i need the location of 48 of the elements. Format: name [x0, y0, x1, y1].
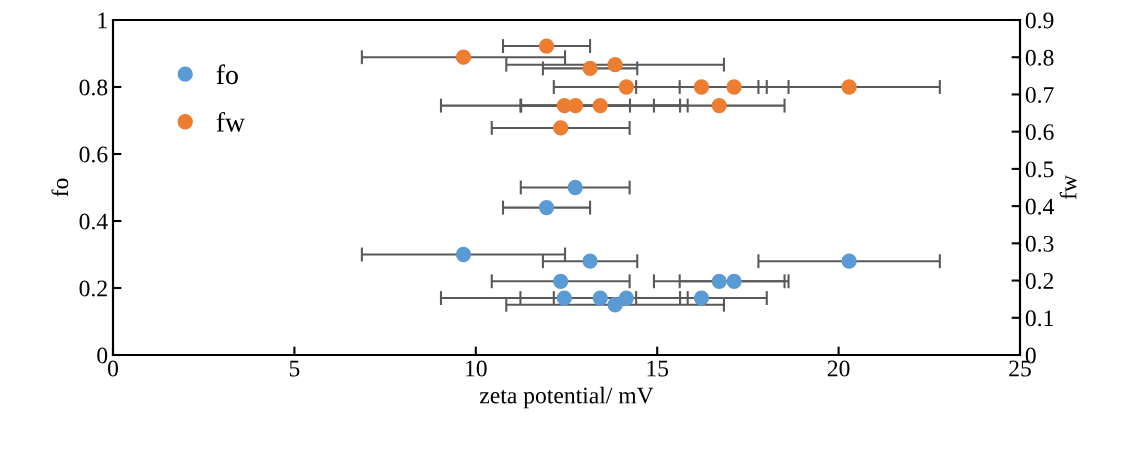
point: [726, 273, 742, 289]
y2-tick-label: 0.8: [1025, 49, 1054, 66]
point: [711, 97, 727, 114]
point: [618, 79, 635, 95]
y-tick-label: 0.8: [79, 79, 108, 96]
point: [618, 290, 635, 306]
point: [538, 38, 555, 54]
legend-label: fw: [216, 111, 245, 132]
x-tick-label: 20: [827, 360, 850, 377]
point: [556, 290, 572, 306]
point: [711, 273, 727, 289]
y2-tick-label: 0.5: [1025, 161, 1054, 178]
point: [567, 179, 583, 196]
y2-tick-label: 0.2: [1025, 273, 1054, 290]
point: [592, 97, 608, 114]
point: [693, 79, 710, 95]
point: [592, 290, 608, 306]
y-tick-label: 0: [97, 347, 108, 364]
legend-label: fo: [216, 64, 238, 85]
y-tick-label: 0.2: [79, 280, 107, 297]
y2-tick-label: 0.9: [1025, 12, 1054, 29]
x-tick-label: 10: [466, 360, 487, 377]
point: [538, 199, 555, 216]
x-tick-label: 15: [647, 360, 669, 377]
point: [455, 246, 472, 263]
y2-tick-label: 0.6: [1025, 124, 1054, 141]
y2-tick-label: 0.4: [1025, 198, 1055, 215]
point: [841, 79, 857, 95]
y-tick-label: 0.4: [79, 213, 108, 230]
y-tick-label: 0.6: [79, 146, 108, 163]
y2-tick-label: 0.7: [1025, 86, 1054, 103]
x-tick-label: 5: [289, 360, 300, 377]
y2-tick-label: 0.1: [1025, 310, 1053, 327]
point: [693, 290, 710, 306]
point: [582, 253, 598, 269]
y-axis-title: fo: [51, 178, 69, 197]
x-axis-title: zeta potential/ mV: [479, 386, 654, 409]
point: [841, 253, 857, 269]
point: [726, 79, 742, 95]
point: [553, 273, 569, 289]
point: [553, 120, 569, 136]
point: [607, 297, 623, 313]
point: [582, 60, 598, 77]
y2-tick-label: 0.3: [1025, 235, 1054, 252]
point: [455, 49, 472, 65]
y-tick-label: 1: [98, 12, 107, 29]
y2-axis-title: fw: [1059, 175, 1077, 200]
point: [607, 57, 623, 73]
